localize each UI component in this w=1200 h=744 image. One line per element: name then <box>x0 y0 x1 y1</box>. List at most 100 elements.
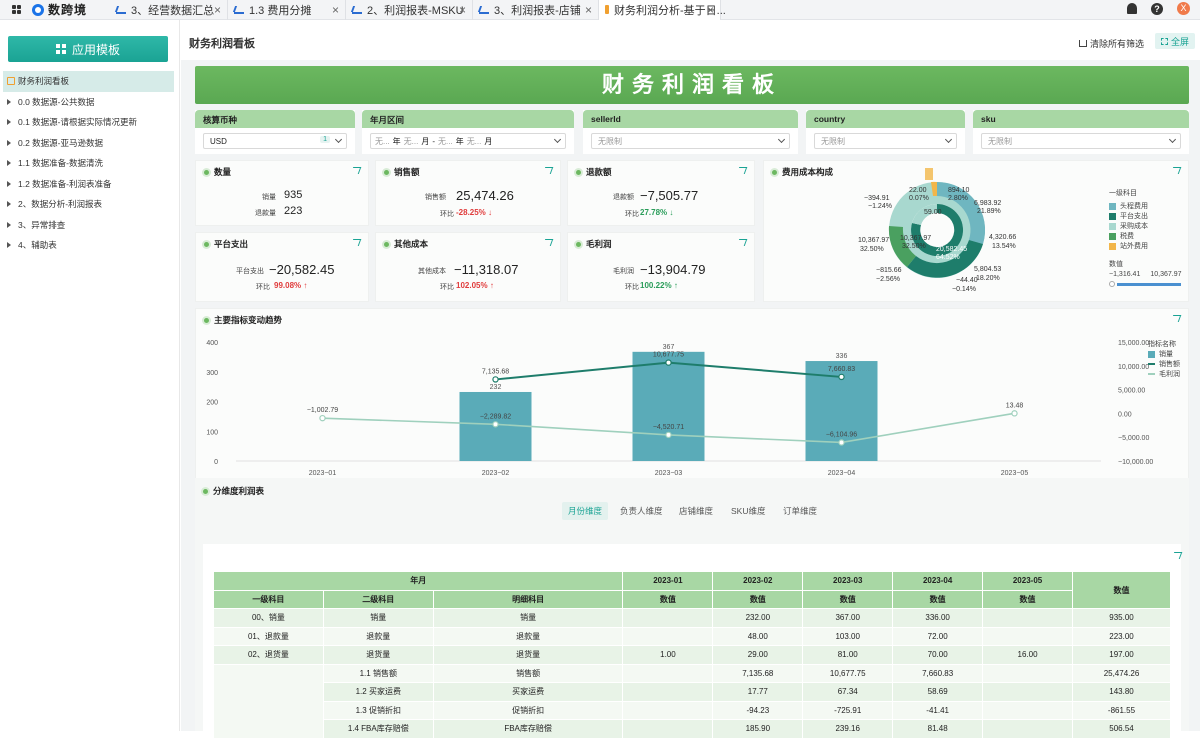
slice-label: 5,804.53 <box>974 266 1001 273</box>
tab-sku-dim[interactable]: SKU维度 <box>731 506 766 516</box>
legend-item-offsite[interactable]: 站外费用 <box>1109 241 1182 251</box>
close-icon[interactable]: × <box>458 2 466 17</box>
slice-label: −2.56% <box>876 276 900 283</box>
donut-slice-offsite[interactable] <box>931 181 937 196</box>
close-icon[interactable]: × <box>706 2 714 17</box>
sku-select[interactable]: 无限制 <box>981 133 1181 149</box>
arrow-up-icon: ↑ <box>301 281 308 290</box>
series-point <box>665 431 672 439</box>
table-cell: 367.00 <box>802 608 894 628</box>
drill-icon[interactable] <box>350 167 362 174</box>
sidebar-item-data-cleaning[interactable]: 1.1 数据准备-数据清洗 <box>0 153 180 174</box>
table-cell: 81.00 <box>802 645 894 665</box>
tab-business-summary[interactable]: 3、经营数据汇总 × <box>110 0 228 20</box>
point-label: 10,677.75 <box>653 352 684 359</box>
slider-handle[interactable] <box>1109 281 1115 287</box>
legend-item-platform[interactable]: 平台支出 <box>1109 211 1182 221</box>
avatar[interactable]: X <box>1177 2 1190 15</box>
bullet-icon <box>384 169 389 175</box>
drill-icon[interactable] <box>350 239 362 246</box>
legend-item-freight[interactable]: 头程费用 <box>1109 201 1182 211</box>
close-icon[interactable]: × <box>584 2 592 17</box>
chevron-down-icon <box>553 135 562 144</box>
tab-cost-allocation[interactable]: 1.3 费用分摊 × <box>228 0 346 20</box>
sidebar-item-public-data[interactable]: 0.0 数据源-公共数据 <box>0 92 180 113</box>
line-chart-icon <box>352 5 362 14</box>
sidebar-item-amazon-data[interactable]: 0.2 数据源-亚马逊数据 <box>0 133 180 154</box>
page-title: 财务利润看板 <box>189 38 255 50</box>
start-month-input[interactable]: 无... <box>403 136 419 146</box>
slice-label: 59.00 <box>924 209 942 216</box>
tab-profit-msku[interactable]: 2、利润报表-MSKU × <box>346 0 473 20</box>
legend-item-sales[interactable]: 销售额 <box>1148 359 1180 369</box>
tab-finance-profit-analysis[interactable]: 财务利润分析-基于日... × <box>599 0 726 20</box>
fullscreen-button[interactable]: 全屏 <box>1155 33 1195 49</box>
legend-item-purchase[interactable]: 采购成本 <box>1109 221 1182 231</box>
table-cell: 232.00 <box>712 608 804 628</box>
table-cell <box>213 663 324 739</box>
country-select[interactable]: 无限制 <box>814 133 957 149</box>
x-tick: 2023−02 <box>482 470 510 477</box>
sidebar-item-profit-report[interactable]: 2、数据分析-利润报表 <box>0 194 180 215</box>
brand-logo: 数跨境 <box>32 1 110 18</box>
sidebar-item-aux-tables[interactable]: 4、辅助表 <box>0 235 180 256</box>
legend-item-gross[interactable]: 毛利润 <box>1148 369 1180 379</box>
series-point <box>665 359 672 366</box>
table-cell: 退款量 <box>322 626 434 646</box>
end-year-input[interactable]: 无... <box>438 136 453 146</box>
table-cell: 67.34 <box>802 682 894 702</box>
bar-qty <box>632 351 705 461</box>
month-range-picker[interactable]: 无... 年 无... 月 - 无... 年 无... 月 <box>370 133 566 149</box>
table-cell <box>622 626 714 646</box>
table-cell: -725.91 <box>802 700 894 720</box>
eraser-icon <box>1079 40 1087 47</box>
sidebar-nav: 财务利润看板 0.0 数据源-公共数据 0.1 数据源-请根据实际情况更新 0.… <box>0 71 180 256</box>
clear-filters-button[interactable]: 清除所有筛选 <box>1079 37 1144 50</box>
apps-grid-icon[interactable] <box>6 0 26 20</box>
drill-icon[interactable] <box>736 239 748 246</box>
sidebar-item-update-data[interactable]: 0.1 数据源-请根据实际情况更新 <box>0 112 180 133</box>
tab-month-dim[interactable]: 月份维度 <box>562 502 609 520</box>
sellerid-select[interactable]: 无限制 <box>591 133 790 149</box>
pivot-profit-table: 年月 2023-01 2023-02 2023-03 2023-04 2023-… <box>212 571 1172 739</box>
donut-slice-tax[interactable] <box>888 226 916 267</box>
sidebar-item-finance-dashboard[interactable]: 财务利润看板 <box>3 71 174 92</box>
y-left-tick: 100 <box>206 429 218 436</box>
end-month-input[interactable]: 无... <box>466 136 482 146</box>
table-cell: 29.00 <box>712 645 804 665</box>
table-cell <box>982 719 1073 739</box>
legend-item-qty[interactable]: 销量 <box>1148 349 1180 359</box>
tab-order-dim[interactable]: 订单维度 <box>783 506 818 516</box>
start-year-input[interactable]: 无... <box>375 136 390 146</box>
table-cell <box>982 682 1073 702</box>
apply-template-button[interactable]: 应用模板 <box>8 36 168 62</box>
drill-icon[interactable] <box>542 167 554 174</box>
tab-owner-dim[interactable]: 负责人维度 <box>620 506 663 516</box>
page-header: 财务利润看板 清除所有筛选 全屏 <box>181 20 1200 60</box>
tab-profit-store[interactable]: 3、利润报表-店铺 × <box>473 0 599 20</box>
value-range-slider[interactable] <box>1109 280 1181 288</box>
y-right-tick: 0.00 <box>1118 411 1132 418</box>
offsite-highlight <box>925 168 933 180</box>
drill-icon[interactable] <box>542 239 554 246</box>
template-grid-icon <box>55 44 66 54</box>
table-cell: 销量 <box>432 608 624 628</box>
sidebar-item-profit-prep[interactable]: 1.2 数据准备-利润表准备 <box>0 174 180 195</box>
help-icon[interactable]: ? <box>1151 2 1163 15</box>
filter-sellerid: sellerId 无限制 <box>583 110 798 154</box>
donut-slice-freight[interactable] <box>937 181 986 244</box>
drill-icon[interactable] <box>736 167 748 174</box>
legend-item-tax[interactable]: 税费 <box>1109 231 1182 241</box>
sidebar-item-anomaly[interactable]: 3、异常排查 <box>0 215 180 236</box>
kpi-card-gross-profit: 毛利润 毛利润 −13,904.79 环比 100.22% ↑ <box>567 232 755 302</box>
tab-store-dim[interactable]: 店铺维度 <box>679 506 714 516</box>
bell-icon[interactable] <box>1127 3 1137 14</box>
close-icon[interactable]: × <box>331 2 339 17</box>
donut-slice-platform[interactable] <box>907 240 983 278</box>
currency-select[interactable]: USD 1 <box>203 133 347 149</box>
arrow-up-icon: ↑ <box>487 281 494 290</box>
filter-currency: 核算币种 USD 1 <box>195 110 355 154</box>
slice-label: 0.07% <box>909 195 929 202</box>
table-row: 1.3 促销折扣 促销折扣 -94.23 -725.91 -41.41 -861.55 <box>214 700 1172 720</box>
close-icon[interactable]: × <box>213 2 221 17</box>
